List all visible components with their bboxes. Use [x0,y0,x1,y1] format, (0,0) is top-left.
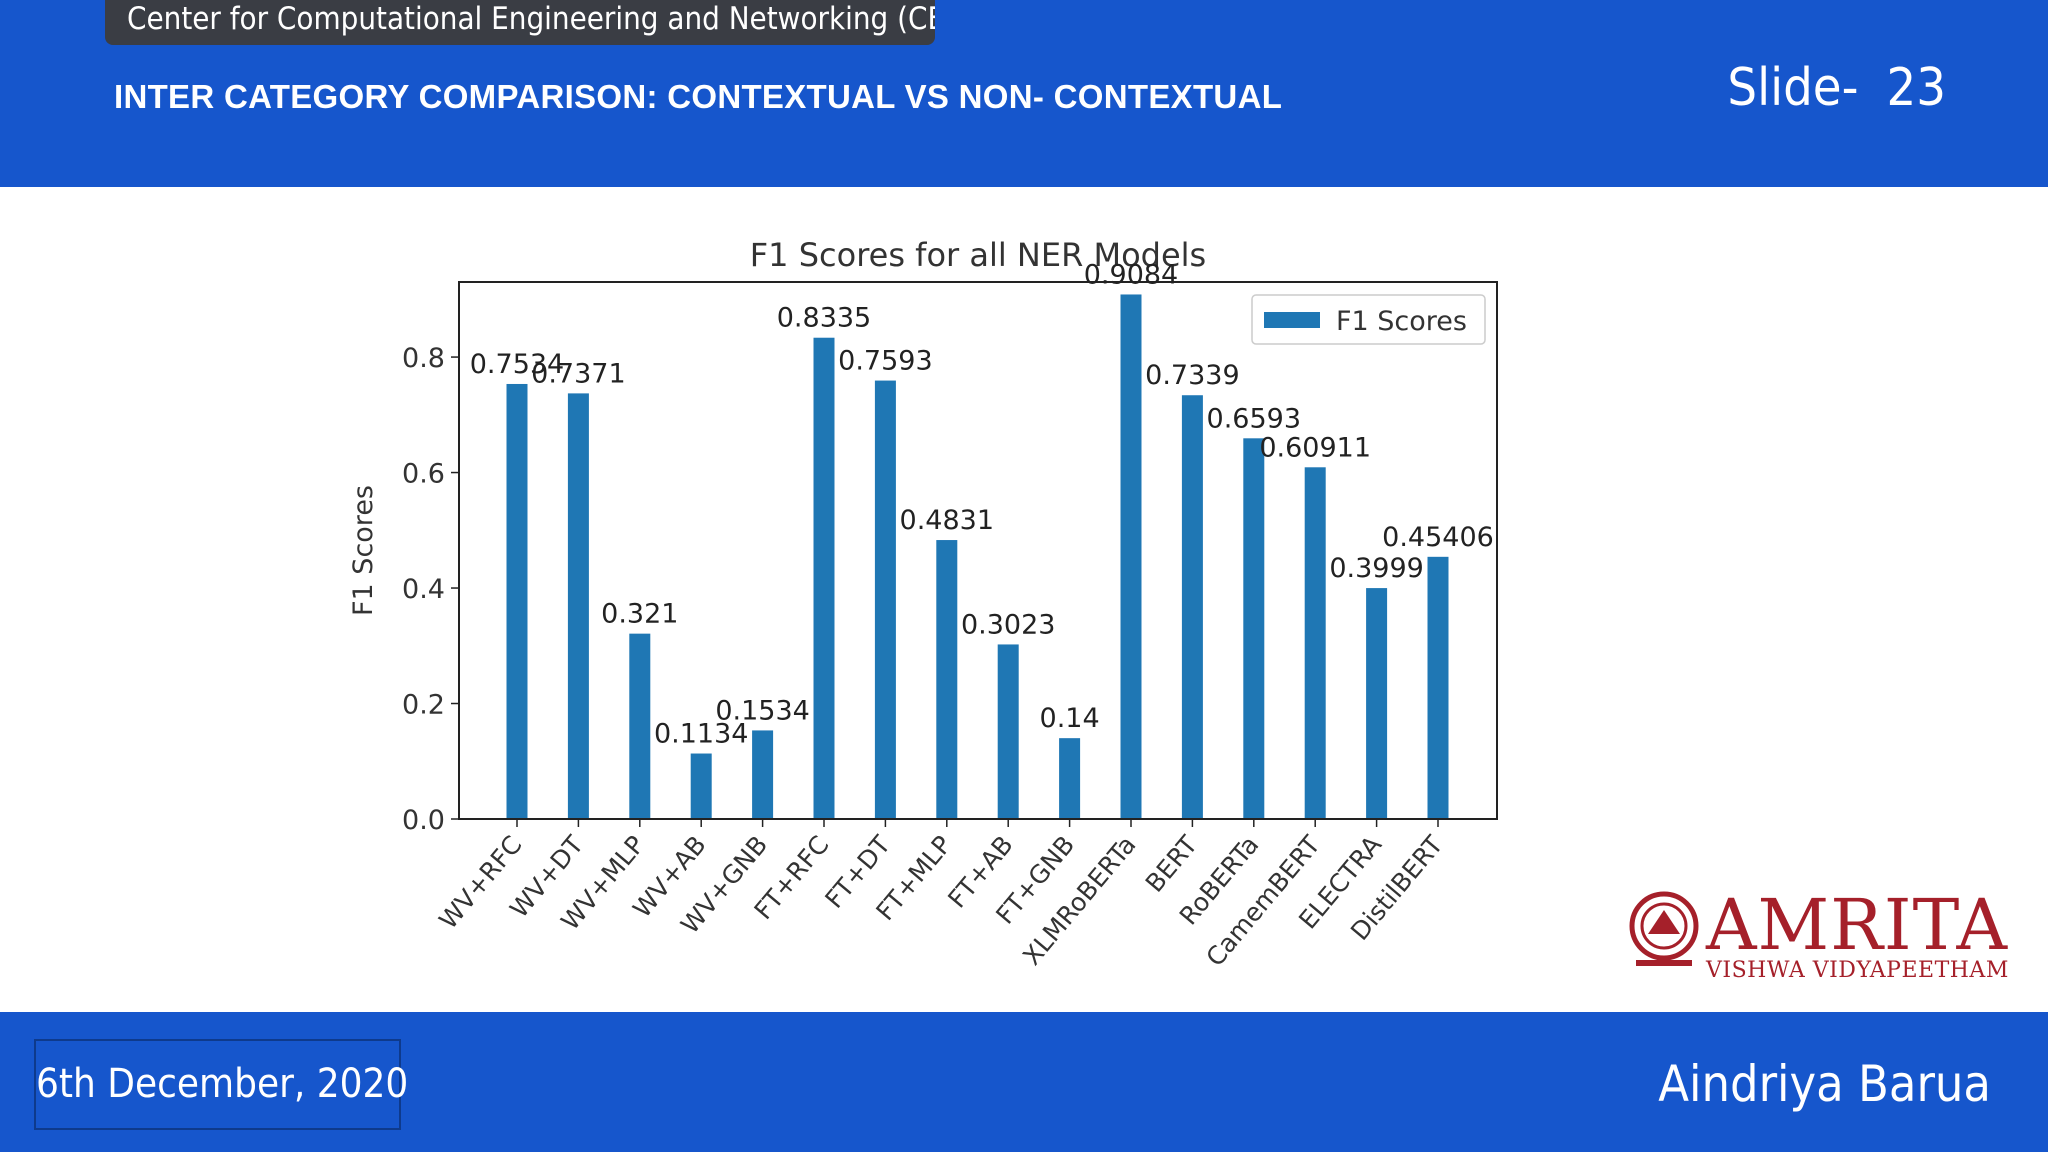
plot-frame [458,281,1498,820]
slide-number-label: Slide- 23 [1727,58,1946,118]
y-tick-label: 0.8 [402,343,445,374]
logo-subtitle: VISHWA VIDYAPEETHAM [1706,958,2009,983]
y-axis-label: F1 Scores [348,485,379,616]
legend-label: F1 Scores [1336,306,1467,337]
bar-value-label: 0.3999 [1329,553,1423,584]
bar-value-label: 0.1134 [654,719,748,750]
bar [752,730,774,819]
bar [1366,588,1388,819]
bar-value-label: 0.1534 [715,695,809,726]
bar-value-label: 0.6593 [1207,403,1301,434]
bar [1059,738,1081,819]
bar [1427,556,1449,819]
legend-swatch [1264,312,1320,328]
slide-label: Slide- [1727,58,1859,118]
bar-value-label: 0.60911 [1259,432,1371,463]
bar [1120,294,1142,819]
bar-value-label: 0.14 [1040,703,1100,734]
y-tick-label: 0.4 [402,574,445,605]
bar [506,383,528,819]
bar [1181,395,1203,819]
chart-area: F1 Scores for all NER Models 0.0 0.2 0.4 0.6… [0,187,2048,1012]
bar [997,644,1019,819]
bar [567,393,589,819]
y-tick-label: 0.6 [402,459,445,490]
bar [1304,467,1326,819]
bar-value-label: 0.8335 [777,303,871,334]
date-box: 6th December, 2020 [34,1039,408,1130]
bar-value-label: 0.7339 [1145,360,1239,391]
slide-title: INTER CATEGORY COMPARISON: CONTEXTUAL VS… [114,78,1283,115]
author-name: Aindriya Barua [1658,1055,1991,1113]
bar-value-label: 0.3023 [961,609,1055,640]
chart-title: F1 Scores for all NER Models [750,236,1206,274]
slide-number: 23 [1886,58,1946,118]
organization-tab: Center for Computational Engineering and… [105,0,935,45]
bar-value-label: 0.7534 [470,349,564,380]
legend-box [1251,294,1486,345]
bar [874,380,896,819]
bar [1243,438,1265,819]
y-tick-label: 0.2 [402,690,445,721]
amrita-logo: AMRITA VISHWA VIDYAPEETHAM [1628,884,2009,990]
bar [813,337,835,819]
bar-value-label: 0.321 [601,599,678,630]
logo-wordmark: AMRITA [1706,884,2008,966]
y-tick-label: 0.0 [402,805,445,836]
bar [690,753,712,819]
bar [629,633,651,819]
bar-value-label: 0.7371 [531,358,625,389]
bar-value-label: 0.9084 [1084,259,1178,290]
header-band: Center for Computational Engineering and… [0,0,2048,187]
amrita-emblem-icon [1629,891,1699,966]
bar-value-label: 0.7593 [838,346,932,377]
f1-bar-chart: F1 Scores for all NER Models 0.0 0.2 0.4 0.6… [348,236,1498,972]
bar [936,540,958,819]
bar-value-label: 0.4831 [900,505,994,536]
bar-value-label: 0.45406 [1382,522,1494,553]
x-tick-label: WV+RFC [433,830,527,934]
